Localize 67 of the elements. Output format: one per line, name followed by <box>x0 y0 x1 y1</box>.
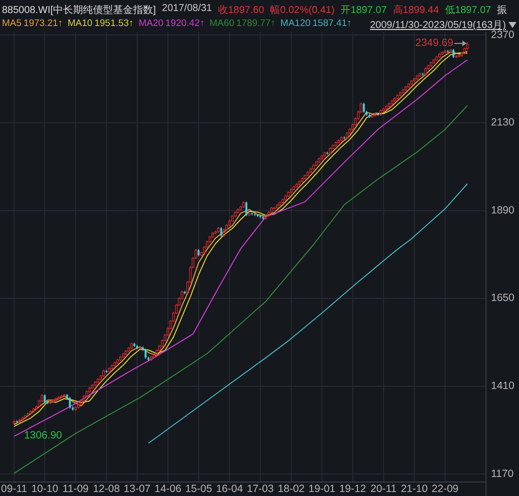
text: 振 <box>497 4 508 17</box>
candlestick <box>312 164 315 170</box>
candlestick <box>144 348 147 360</box>
x-tick-label: 13-07 <box>124 482 151 495</box>
text: MA5 <box>2 18 22 29</box>
text: 2017/08/31 <box>162 3 212 16</box>
candlestick <box>245 201 248 216</box>
text: 收1897.60 <box>218 4 264 17</box>
x-tick-label: 19-01 <box>308 482 336 495</box>
text: MA10 <box>68 18 92 29</box>
text: 高1899.44 <box>392 4 439 17</box>
x-tick-label: 16-04 <box>216 482 244 495</box>
candlestick <box>130 342 133 350</box>
candlestick <box>362 102 365 114</box>
annotation: 2349.69 <box>415 37 454 50</box>
candlestick <box>96 378 100 384</box>
text: 幅0.02%(0.41) <box>270 4 335 17</box>
text: 1973.21↑ <box>24 18 63 29</box>
x-tick-label: 09-11 <box>1 482 28 495</box>
candlestick <box>377 112 379 116</box>
x-tick-label: 10-10 <box>31 482 58 495</box>
text: 开1897.07 <box>340 4 387 17</box>
x-tick-label: 11-09 <box>62 482 89 495</box>
x-tick-label: 14-06 <box>154 482 182 495</box>
candlestick <box>228 219 231 227</box>
x-tick-label: 22-09 <box>432 482 459 495</box>
candlestick <box>198 248 200 257</box>
candlestick <box>133 342 136 348</box>
line-series <box>14 105 468 474</box>
candlestick <box>12 420 16 424</box>
text: MA120 <box>280 18 311 29</box>
chart-title: 885008.WI[中长期纯债型基金指数] <box>2 4 156 17</box>
text: 1920.42↑ <box>165 18 204 29</box>
candlestick <box>114 361 116 368</box>
text: 1789.77↑ <box>236 18 276 29</box>
y-tick-label: 1650 <box>491 292 515 304</box>
x-tick-label: 20-11 <box>370 482 397 495</box>
candlestick <box>452 48 454 58</box>
text: MA60 <box>209 18 234 29</box>
candlestick <box>206 240 208 249</box>
candlestick <box>136 344 138 350</box>
y-tick-label: 2130 <box>491 116 515 129</box>
text: 2009/11/30-2023/05/19(163月) <box>370 19 506 31</box>
x-tick-label: 21-10 <box>400 482 428 495</box>
candlestick <box>262 216 264 220</box>
x-tick-label: 19-12 <box>339 482 366 495</box>
candlestick <box>368 113 370 118</box>
x-tick-label: 15-05 <box>185 482 212 495</box>
candlestick <box>200 251 203 257</box>
text: 1951.53↑ <box>94 18 134 29</box>
candlestick <box>430 61 432 68</box>
candlestick <box>105 369 108 374</box>
candlestick <box>251 212 253 216</box>
text: 低1897.07 <box>444 4 492 17</box>
candlestick <box>298 180 301 186</box>
text: 1587.41↑ <box>312 18 352 29</box>
candlestick <box>68 396 71 409</box>
y-tick-label: 1170 <box>491 468 514 480</box>
x-tick-label: 17-03 <box>246 482 274 495</box>
text: MA20 <box>138 18 164 29</box>
y-tick-label: 2370 <box>491 28 515 41</box>
line-series <box>148 183 468 444</box>
y-tick-label: 1410 <box>491 380 515 392</box>
annotation: 1306.90 <box>24 430 62 442</box>
x-tick-label: 18-02 <box>278 482 305 495</box>
x-tick-label: 12-08 <box>92 482 120 495</box>
y-tick-label: 1890 <box>491 204 515 216</box>
